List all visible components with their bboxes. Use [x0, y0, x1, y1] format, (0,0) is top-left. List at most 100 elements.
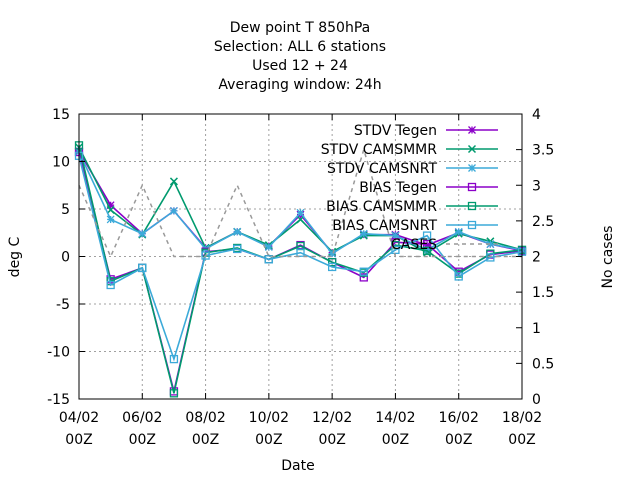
y-tick-label: 15	[52, 107, 70, 123]
y2-tick-label: 1.5	[532, 285, 554, 301]
data-point	[359, 273, 368, 282]
x-tick-label: 16/02	[439, 410, 479, 426]
x-tick-label: 18/02	[502, 410, 542, 426]
legend-label: BIAS Tegen	[359, 180, 437, 196]
legend-item: BIAS CAMSNRT	[332, 218, 498, 234]
y-tick-label: -10	[47, 345, 70, 361]
data-point	[391, 240, 400, 250]
y2-tick-label: 2.5	[532, 214, 554, 230]
data-point	[296, 248, 305, 257]
series-stdv-camsnrt	[75, 148, 526, 258]
data-point	[169, 354, 179, 364]
data-point	[106, 215, 115, 224]
data-point	[327, 258, 337, 267]
y-tick-label: 10	[52, 155, 70, 171]
y2-tick-label: 0	[532, 392, 541, 408]
y-tick-label: 5	[61, 202, 70, 218]
legend-marker	[467, 220, 477, 230]
title-line: Used 12 + 24	[252, 58, 348, 74]
series-stdv-camsmmr	[74, 143, 527, 257]
data-point	[296, 208, 305, 217]
legend-label: BIAS CAMSNRT	[332, 218, 437, 234]
x-tick-label: 10/02	[249, 410, 289, 426]
x-tick-label: 06/02	[122, 410, 162, 426]
x-tick-label: 12/02	[312, 410, 352, 426]
x-tick-label-time: 00Z	[382, 432, 409, 448]
y2-axis-ticks: 4 3.5 3 2.5 2 1.5 1 0.5 0	[516, 107, 554, 408]
y2-tick-label: 3.5	[532, 143, 554, 159]
legend-item: CASES	[391, 237, 498, 253]
chart-title: Dew point T 850hPa Selection: ALL 6 stati…	[214, 20, 386, 93]
data-point	[201, 251, 210, 260]
legend-marker	[468, 164, 476, 172]
series-line	[78, 155, 523, 362]
data-point	[359, 267, 368, 276]
y2-axis-label: No cases	[600, 226, 616, 289]
legend-label: CASES	[391, 237, 437, 253]
series-line	[78, 146, 522, 259]
legend-item: STDV Tegen	[354, 123, 498, 139]
legend-label: STDV CAMSNRT	[327, 161, 438, 177]
data-point	[486, 240, 495, 249]
y2-tick-label: 1	[532, 321, 541, 337]
y2-tick-label: 3	[532, 178, 541, 194]
legend-label: STDV Tegen	[354, 123, 437, 139]
series-layer	[74, 141, 527, 398]
x-tick-label-time: 00Z	[508, 432, 535, 448]
data-point	[454, 227, 463, 236]
title-line: Averaging window: 24h	[218, 77, 381, 93]
x-tick-label-time: 00Z	[445, 432, 472, 448]
data-point	[233, 227, 242, 236]
legend-item: BIAS Tegen	[359, 180, 498, 196]
title-line: Selection: ALL 6 stations	[214, 39, 386, 55]
legend-marker	[467, 201, 477, 211]
x-tick-label-time: 00Z	[192, 432, 219, 448]
y2-tick-label: 2	[532, 250, 541, 266]
data-point	[169, 389, 179, 398]
data-point	[423, 245, 432, 254]
data-point	[422, 246, 432, 255]
data-point	[106, 280, 115, 290]
series-bias-camsnrt	[74, 151, 527, 364]
x-tick-label: 08/02	[185, 410, 225, 426]
legend-item: STDV CAMSNRT	[327, 161, 498, 177]
data-point	[422, 231, 432, 240]
y-axis-ticks: 15 10 5 0 -5 -10 -15	[47, 107, 85, 408]
legend-item: BIAS CAMSMMR	[326, 199, 498, 215]
data-point	[106, 205, 115, 214]
x-axis-ticks: 04/02 00Z 06/02 00Z 08/02 00Z 10/02 00Z 12/02 00Z…	[59, 114, 542, 448]
data-point	[169, 206, 178, 215]
legend-label: BIAS CAMSMMR	[326, 199, 437, 215]
data-point	[391, 231, 400, 240]
y-tick-label: 0	[61, 250, 70, 266]
y2-tick-label: 0.5	[532, 356, 554, 372]
x-axis-label: Date	[281, 458, 314, 474]
data-point	[486, 253, 495, 262]
data-point	[264, 243, 273, 251]
data-point	[169, 177, 178, 186]
data-point	[391, 245, 400, 255]
data-point	[106, 201, 115, 210]
data-point	[327, 262, 337, 272]
data-point	[138, 263, 147, 273]
y-tick-label: -5	[56, 297, 70, 313]
data-point	[233, 244, 242, 254]
legend-marker	[467, 144, 477, 154]
data-point	[138, 229, 147, 238]
legend-label: STDV CAMSMMR	[321, 142, 437, 158]
series-line	[78, 145, 523, 394]
x-tick-label-time: 00Z	[65, 432, 92, 448]
y2-tick-label: 4	[532, 107, 541, 123]
x-tick-label-time: 00Z	[255, 432, 282, 448]
data-point	[264, 255, 274, 264]
data-point	[328, 249, 337, 258]
x-tick-label-time: 00Z	[129, 432, 156, 448]
data-point	[359, 229, 368, 238]
series-cases	[78, 146, 522, 259]
x-tick-label: 04/02	[59, 410, 99, 426]
x-tick-label: 14/02	[375, 410, 415, 426]
x-tick-label-time: 00Z	[318, 432, 345, 448]
legend-marker	[468, 126, 476, 134]
